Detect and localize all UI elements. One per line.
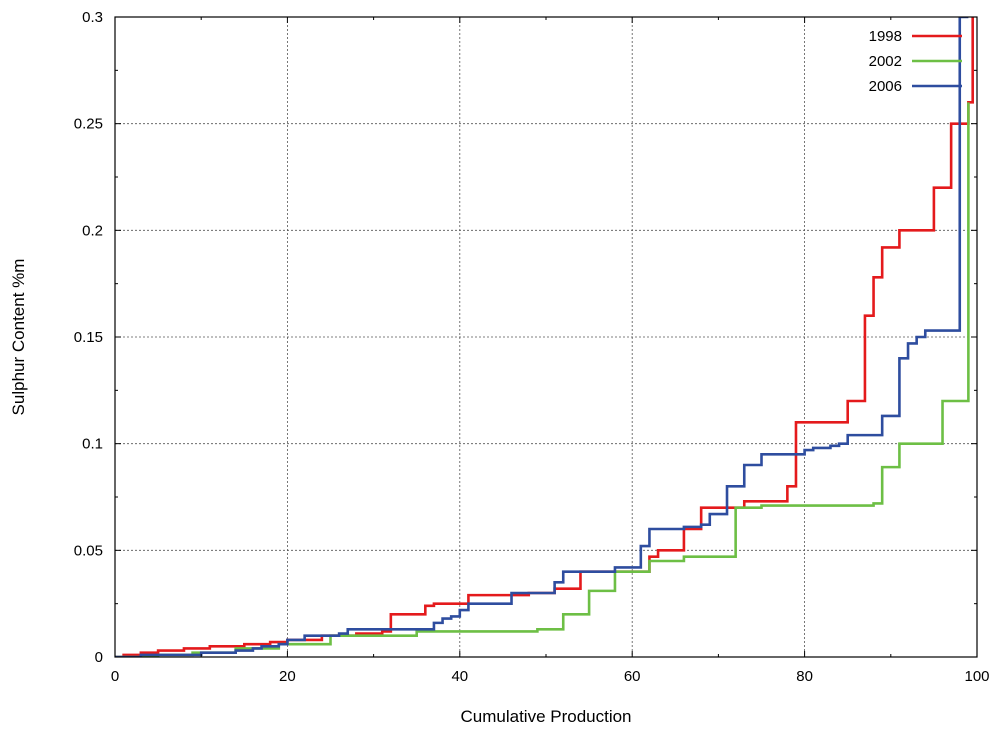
x-tick-label: 40 <box>451 668 468 685</box>
y-tick-label: 0.25 <box>74 116 103 133</box>
x-tick-label: 20 <box>279 668 296 685</box>
y-tick-label: 0.1 <box>82 436 103 453</box>
y-tick-label: 0.2 <box>82 222 103 239</box>
series-line-2006 <box>115 17 969 657</box>
x-tick-label: 0 <box>111 668 119 685</box>
y-tick-label: 0.15 <box>74 329 103 346</box>
y-tick-label: 0.3 <box>82 9 103 26</box>
legend-label-1998: 1998 <box>869 28 902 45</box>
x-tick-label: 100 <box>964 668 989 685</box>
series-line-1998 <box>115 17 974 657</box>
series-line-2002 <box>115 102 970 657</box>
x-axis-title: Cumulative Production <box>460 707 631 726</box>
legend-label-2006: 2006 <box>869 78 902 95</box>
x-tick-label: 60 <box>624 668 641 685</box>
x-tick-label: 80 <box>796 668 813 685</box>
legend-label-2002: 2002 <box>869 53 902 70</box>
grid <box>115 17 977 657</box>
axis-ticks: 0 20 40 60 80 100 0 0.05 0.1 0.15 0.2 0.25 0.3 <box>74 9 990 685</box>
y-axis-title: Sulphur Content %m <box>9 259 28 416</box>
legend: 1998 2002 2006 <box>869 28 962 95</box>
series-lines <box>115 17 974 657</box>
y-tick-label: 0.05 <box>74 542 103 559</box>
y-tick-label: 0 <box>95 649 103 666</box>
